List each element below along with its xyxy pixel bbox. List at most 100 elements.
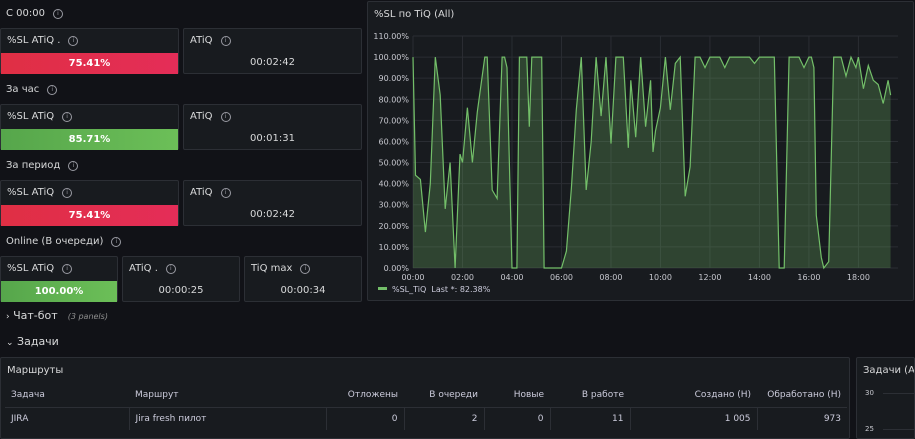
stat-panel-atiq-hour[interactable]: ATiQ i 00:01:31: [183, 104, 362, 150]
y-tick-label: 30.00%: [378, 201, 409, 210]
row-title-per-period: За период i: [6, 160, 79, 171]
panel-title-text: %SL ATiQ .: [7, 35, 61, 46]
y-tick-label: 50.00%: [378, 159, 409, 168]
info-icon[interactable]: i: [62, 188, 73, 198]
series-area: [413, 57, 891, 268]
series-line: [412, 55, 892, 270]
x-tick-label: 08:00: [599, 273, 622, 282]
cell-postponed: 0: [326, 407, 405, 430]
info-icon[interactable]: i: [47, 85, 58, 95]
x-tick-label: 18:00: [847, 273, 870, 282]
stat-panel-sl-atiq-online[interactable]: %SL ATiQ i 100.00%: [0, 256, 118, 302]
row-chat-bot[interactable]: › Чат-бот (3 panels): [6, 309, 108, 322]
col-header-in-queue[interactable]: В очереди: [429, 390, 478, 400]
panel-title-text: %SL ATiQ: [7, 111, 55, 122]
legend-series-name: %SL_TiQ: [392, 285, 427, 294]
x-tick-label: 12:00: [698, 273, 721, 282]
x-tick-label: 10:00: [649, 273, 672, 282]
stat-value: 00:02:42: [250, 209, 295, 220]
info-icon[interactable]: i: [165, 264, 176, 274]
x-tick-label: 04:00: [500, 273, 523, 282]
col-header-in-progress[interactable]: В работе: [581, 390, 624, 400]
info-icon[interactable]: i: [62, 112, 73, 122]
x-tick-label: 16:00: [797, 273, 820, 282]
info-icon[interactable]: i: [220, 188, 231, 198]
col-header-route[interactable]: Маршрут: [135, 390, 179, 400]
panel-title-text: ATiQ: [190, 35, 213, 46]
panel-title: ATiQ . i: [129, 263, 176, 274]
stat-value: 00:01:31: [250, 133, 295, 144]
tasks-all-panel[interactable]: Задачи (All) 30 25: [856, 357, 915, 439]
chart-legend[interactable]: %SL_TiQ Last *: 82.38%: [378, 285, 490, 294]
info-icon[interactable]: i: [68, 161, 79, 171]
routes-title: Маршруты: [7, 365, 64, 376]
y-tick-label: 10.00%: [378, 243, 409, 252]
y-tick-label: 80.00%: [378, 95, 409, 104]
tasks-all-y-tick: 25: [865, 425, 874, 433]
row-title-per-hour: За час i: [6, 84, 58, 95]
legend-swatch: [378, 287, 387, 290]
panel-title-text: TiQ max: [251, 263, 293, 274]
tasks-all-title: Задачи (All): [863, 365, 915, 376]
col-header-processed[interactable]: Обработано (Н): [767, 390, 841, 400]
tasks-all-y-tick: 30: [865, 389, 874, 397]
x-tick-label: 06:00: [550, 273, 573, 282]
col-header-new[interactable]: Новые: [513, 390, 544, 400]
cell-processed: 973: [757, 407, 847, 430]
col-header-postponed[interactable]: Отложены: [347, 390, 398, 400]
stat-panel-sl-atiq-period[interactable]: %SL ATiQ i 75.41%: [0, 180, 179, 226]
row-title-text: Online (В очереди): [6, 236, 104, 247]
cell-task: JIRA: [5, 407, 130, 430]
row-title-text: За период: [6, 160, 61, 171]
stat-panel-atiq-online[interactable]: ATiQ . i 00:00:25: [122, 256, 240, 302]
routes-panel[interactable]: Маршруты Задача Маршрут Отложены В очере…: [0, 357, 850, 439]
chart-panel-sl-tiq[interactable]: %SL по TiQ (All) 0.00% 10.00% 20.00% 30.00%…: [367, 1, 914, 301]
info-icon[interactable]: i: [62, 264, 73, 274]
info-icon[interactable]: i: [300, 264, 311, 274]
stat-panel-sl-atiq-hour[interactable]: %SL ATiQ i 85.71%: [0, 104, 179, 150]
panel-title: TiQ max i: [251, 263, 311, 274]
panel-title-text: ATiQ: [190, 111, 213, 122]
chevron-right-icon: ›: [6, 312, 10, 322]
chart-title: %SL по TiQ (All): [374, 9, 455, 20]
stat-value: 00:02:42: [250, 57, 295, 68]
chevron-down-icon: ⌄: [6, 338, 14, 348]
info-icon[interactable]: i: [68, 36, 79, 46]
stat-value-bar: 75.41%: [1, 53, 178, 74]
y-tick-label: 60.00%: [378, 137, 409, 146]
panel-title: %SL ATiQ i: [7, 187, 73, 198]
info-icon[interactable]: i: [52, 9, 63, 19]
tasks-all-gridline: [883, 393, 914, 394]
table-header-row: Задача Маршрут Отложены В очереди Новые …: [5, 383, 847, 408]
row-title-online: Online (В очереди) i: [6, 236, 122, 247]
table-row[interactable]: JIRA Jira fresh пилот 0 2 0 11 1 005 973: [5, 407, 847, 430]
x-tick-label: 00:00: [401, 273, 424, 282]
y-tick-label: 100.00%: [373, 53, 409, 62]
col-header-task[interactable]: Задача: [11, 390, 45, 400]
row-tasks[interactable]: ⌄ Задачи: [6, 335, 59, 348]
y-tick-label: 20.00%: [378, 222, 409, 231]
stat-panel-sl-atiq-today[interactable]: %SL ATiQ . i 75.41%: [0, 28, 179, 74]
cell-new: 0: [484, 407, 551, 430]
legend-last-value: Last *: 82.38%: [431, 285, 491, 294]
row-chat-bot-label: Чат-бот: [13, 309, 58, 322]
col-header-created[interactable]: Создано (Н): [694, 390, 751, 400]
panel-title: ATiQ i: [190, 111, 231, 122]
info-icon[interactable]: i: [220, 112, 231, 122]
panel-title-text: ATiQ: [190, 187, 213, 198]
y-tick-label: 110.00%: [373, 32, 409, 41]
tasks-all-gridline: [883, 429, 914, 430]
panel-title-text: %SL ATiQ: [7, 187, 55, 198]
info-icon[interactable]: i: [111, 237, 122, 247]
y-tick-label: 0.00%: [384, 264, 410, 273]
panel-title: %SL ATiQ i: [7, 111, 73, 122]
stat-value-bar: 85.71%: [1, 129, 178, 150]
info-icon[interactable]: i: [220, 36, 231, 46]
stat-panel-atiq-today[interactable]: ATiQ i 00:02:42: [183, 28, 362, 74]
y-tick-label: 40.00%: [378, 180, 409, 189]
y-tick-label: 70.00%: [378, 116, 409, 125]
row-title-text: С 00:00: [6, 8, 45, 19]
stat-panel-atiq-period[interactable]: ATiQ i 00:02:42: [183, 180, 362, 226]
stat-panel-tiq-max[interactable]: TiQ max i 00:00:34: [244, 256, 362, 302]
cell-created: 1 005: [630, 407, 758, 430]
